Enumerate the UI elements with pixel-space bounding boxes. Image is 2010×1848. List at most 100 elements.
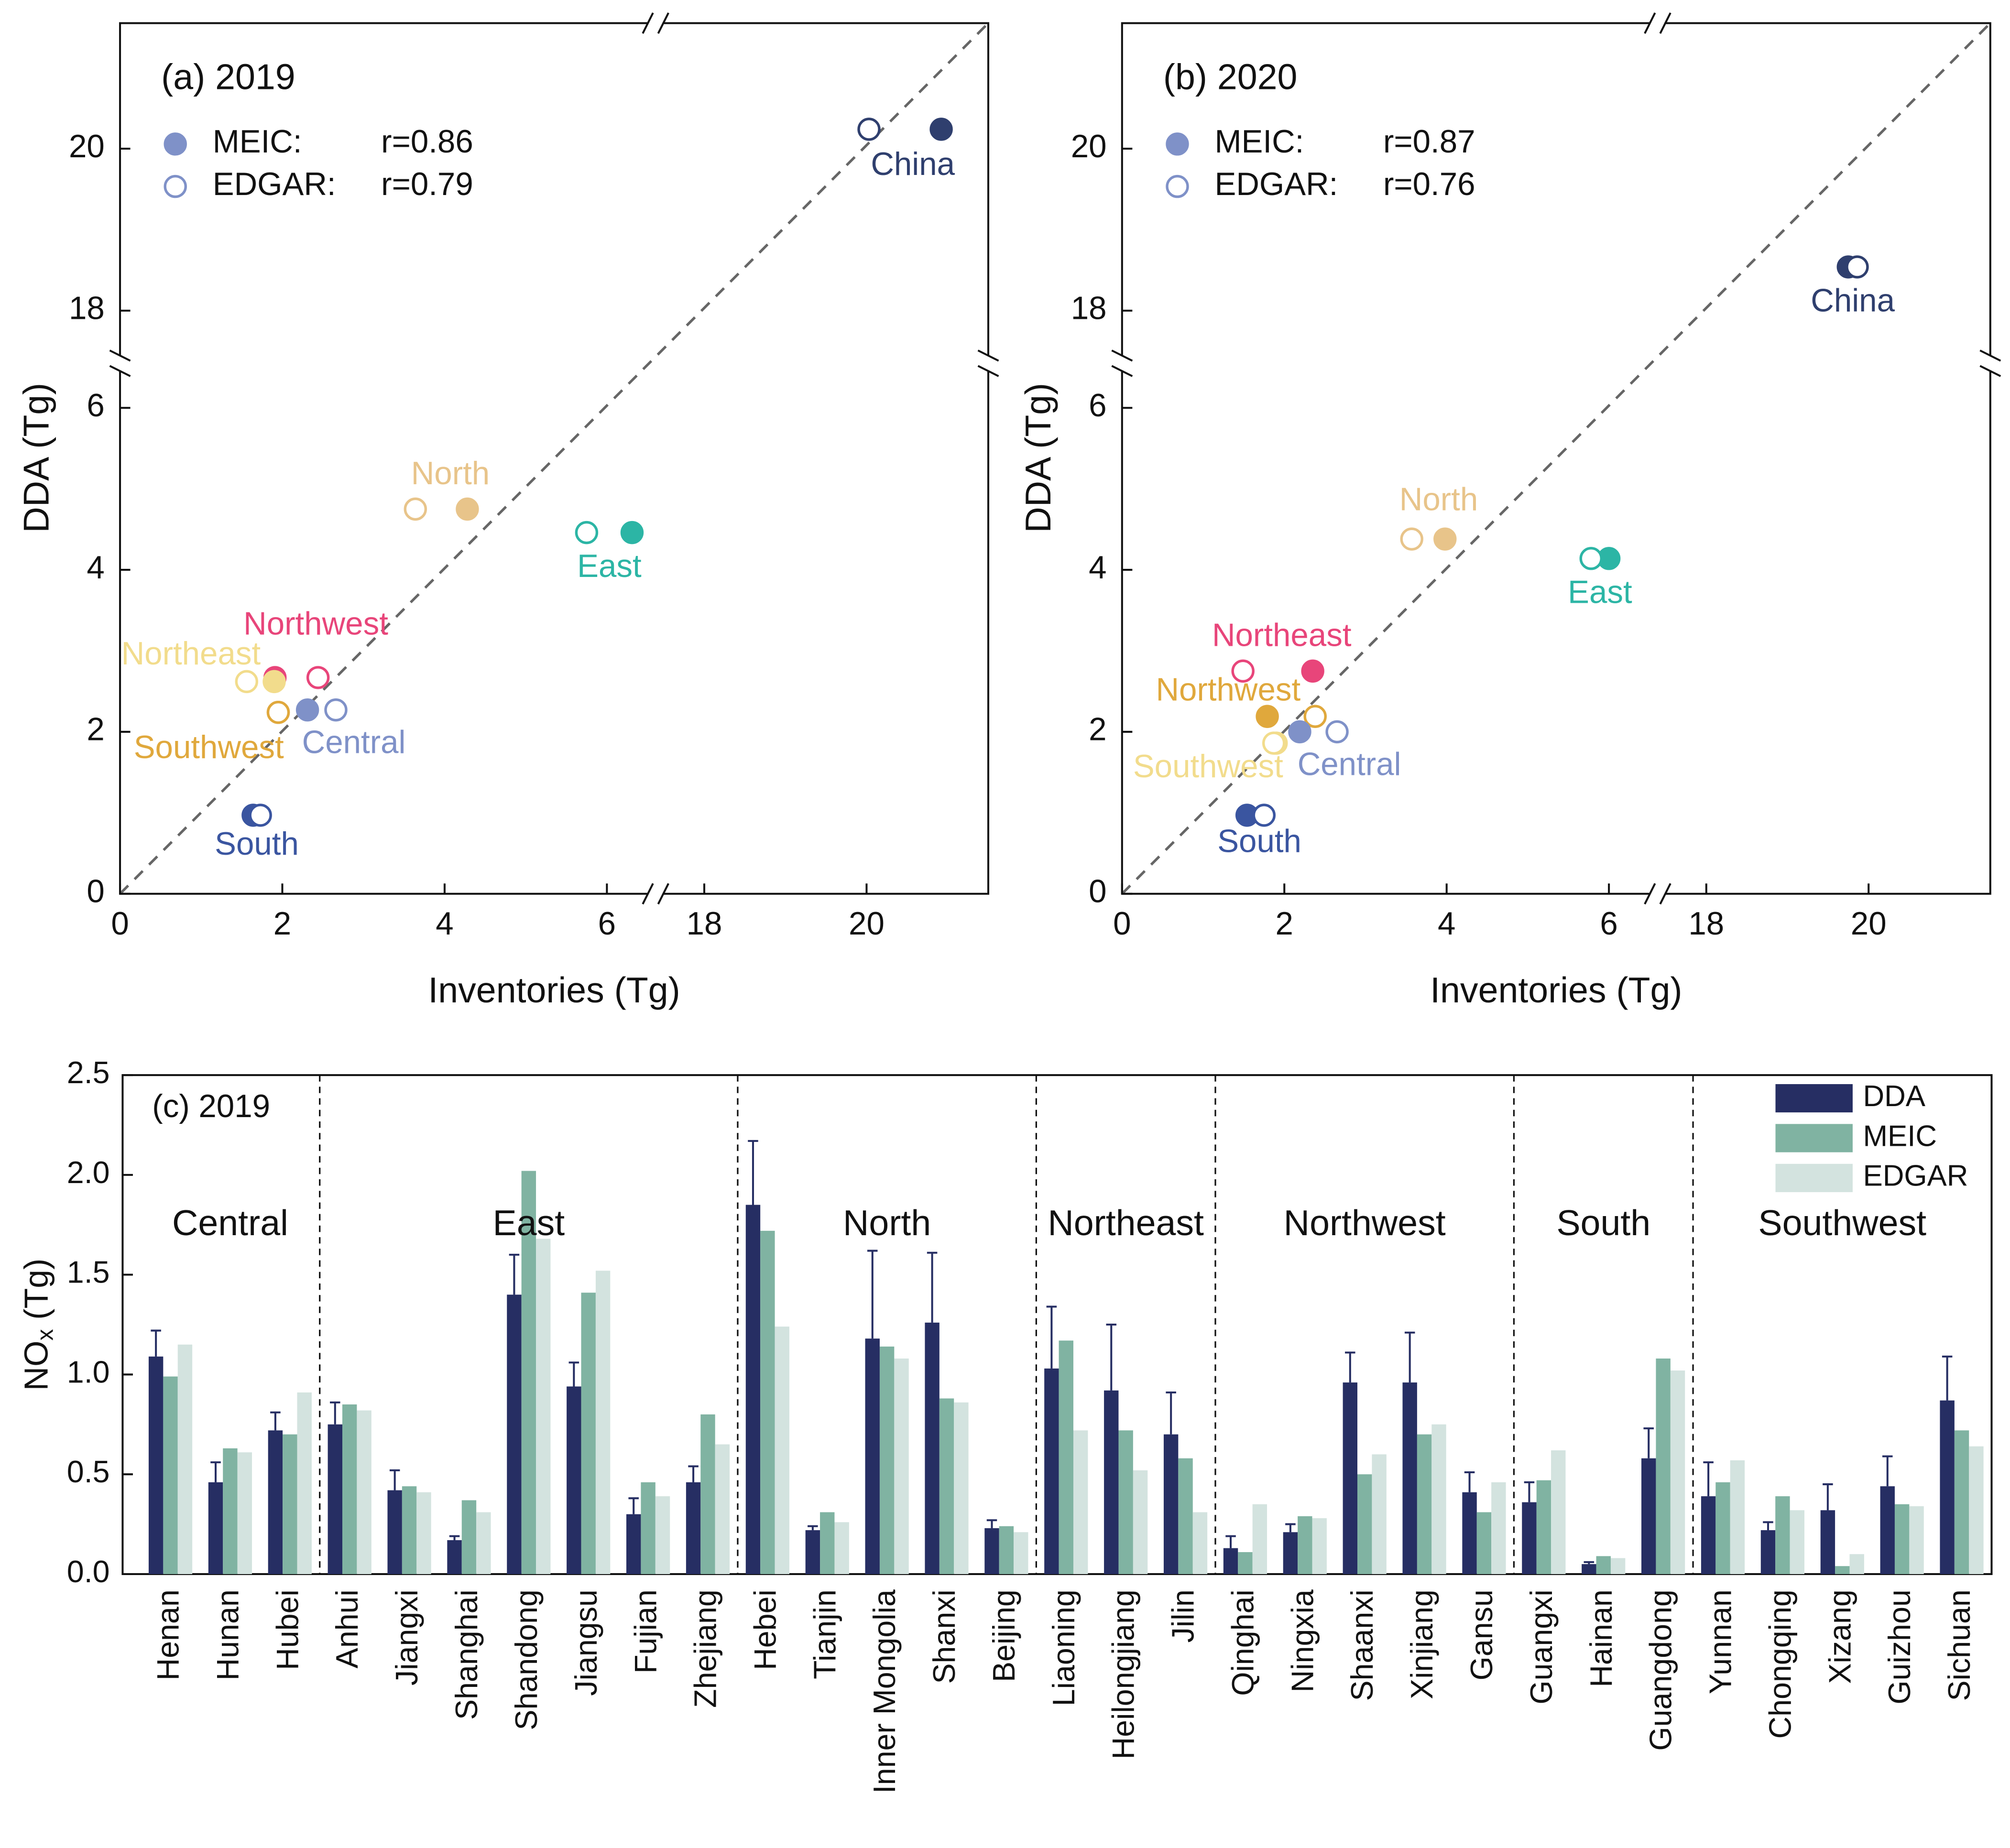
x-tick-label: Anhui: [330, 1589, 364, 1668]
bar: [1073, 1430, 1088, 1574]
point: [575, 521, 599, 544]
bar: [700, 1414, 715, 1574]
legend-label: EDGAR: [1863, 1160, 1968, 1193]
region-label: China: [1811, 283, 1895, 318]
y-tick-label: 1.5: [67, 1255, 110, 1290]
bar: [1118, 1430, 1133, 1574]
bar: [283, 1434, 297, 1574]
bar: [834, 1522, 849, 1574]
x-tick-label: Hainan: [1584, 1589, 1618, 1687]
point: [1301, 659, 1324, 683]
x-tick-label: 18: [687, 906, 722, 942]
bar: [1641, 1458, 1656, 1574]
point: [1579, 547, 1603, 570]
x-tick-label: 0: [111, 906, 129, 942]
x-tick-label: Beijing: [987, 1589, 1021, 1682]
axis-break: [109, 349, 131, 362]
bar: [1476, 1512, 1492, 1574]
axis-break-gap: [1650, 19, 1666, 27]
bar: [1715, 1482, 1730, 1574]
point: [456, 497, 479, 521]
bar: [879, 1346, 895, 1574]
bar: [402, 1486, 417, 1574]
bar: [1312, 1518, 1327, 1574]
point: [857, 118, 881, 141]
y-tick-label: 2.5: [67, 1055, 110, 1090]
region-label: North: [1399, 481, 1478, 517]
region-label: South: [215, 826, 299, 862]
bar: [641, 1482, 655, 1574]
point: [620, 521, 644, 544]
bar: [1044, 1368, 1059, 1574]
y-tick-label: 0: [87, 874, 104, 910]
x-tick-label: Xizang: [1823, 1589, 1857, 1684]
panel-title: (a) 2019: [161, 57, 295, 97]
y-tick-label: 2.0: [67, 1155, 110, 1190]
bar: [461, 1500, 477, 1574]
x-tick-label: Hunan: [210, 1589, 245, 1680]
x-tick-label: 4: [1438, 906, 1455, 942]
y-tick-label: 0: [1089, 874, 1106, 910]
point: [324, 698, 348, 722]
y-tick-label: 0.0: [67, 1554, 110, 1589]
bar: [447, 1540, 462, 1574]
x-tick-label: Liaoning: [1047, 1589, 1081, 1706]
group-label: North: [843, 1203, 931, 1243]
y-tick-label: 18: [69, 291, 105, 326]
axis-break: [109, 365, 131, 377]
x-tick-label: Guangxi: [1524, 1589, 1559, 1704]
point: [1400, 527, 1423, 551]
y-axis-label: DDA (Tg): [1018, 383, 1058, 533]
axis-break-gap: [1986, 355, 1994, 371]
axis-break: [642, 12, 654, 34]
bar: [1582, 1564, 1596, 1574]
point: [1303, 705, 1327, 728]
group-label: Northwest: [1284, 1203, 1446, 1243]
bar: [1880, 1486, 1895, 1574]
y-axis-label-part: (Tg): [18, 1259, 55, 1329]
bar: [342, 1404, 357, 1574]
bar: [581, 1293, 596, 1574]
y-tick-label: 4: [87, 550, 104, 586]
bar: [148, 1356, 164, 1574]
region-label: North: [411, 456, 490, 491]
legend-r: r=0.79: [381, 166, 473, 202]
legend-swatch: [1775, 1124, 1853, 1152]
y-tick-label: 2: [87, 712, 104, 748]
x-tick-label: Ningxia: [1285, 1589, 1320, 1692]
bar: [507, 1294, 522, 1574]
region-label: Southwest: [134, 729, 284, 765]
x-tick-label: Jilin: [1166, 1589, 1201, 1642]
x-tick-label: 20: [1851, 906, 1887, 942]
region-label: Northeast: [1212, 618, 1352, 653]
bar: [939, 1398, 954, 1574]
bar: [567, 1386, 581, 1574]
bar: [1775, 1496, 1790, 1574]
bar: [1283, 1532, 1298, 1574]
x-tick-label: Tianjin: [808, 1589, 842, 1679]
axis-break: [1659, 12, 1671, 34]
point: [306, 666, 330, 689]
bar: [1670, 1370, 1685, 1574]
bar: [1163, 1434, 1179, 1574]
x-tick-label: Qinghai: [1225, 1589, 1260, 1696]
bar: [820, 1512, 835, 1574]
bar: [237, 1452, 252, 1574]
bar: [805, 1530, 820, 1574]
plot-frame: [119, 22, 990, 895]
bar: [1462, 1492, 1477, 1574]
x-tick-label: Shandong: [509, 1589, 544, 1730]
y-axis-label-part: NO: [18, 1341, 55, 1391]
legend-r: r=0.76: [1383, 166, 1475, 202]
x-axis-label: Inventories (Tg): [428, 970, 680, 1010]
point: [262, 670, 286, 694]
bar: [626, 1514, 641, 1574]
bar: [1835, 1566, 1850, 1574]
x-tick-label: 6: [598, 906, 616, 942]
bar: [177, 1344, 193, 1574]
bar: [208, 1482, 223, 1574]
x-tick-label: Hebei: [748, 1589, 782, 1670]
group-label: Northeast: [1048, 1203, 1204, 1243]
bar: [1790, 1510, 1804, 1574]
region-label: South: [1217, 823, 1301, 859]
